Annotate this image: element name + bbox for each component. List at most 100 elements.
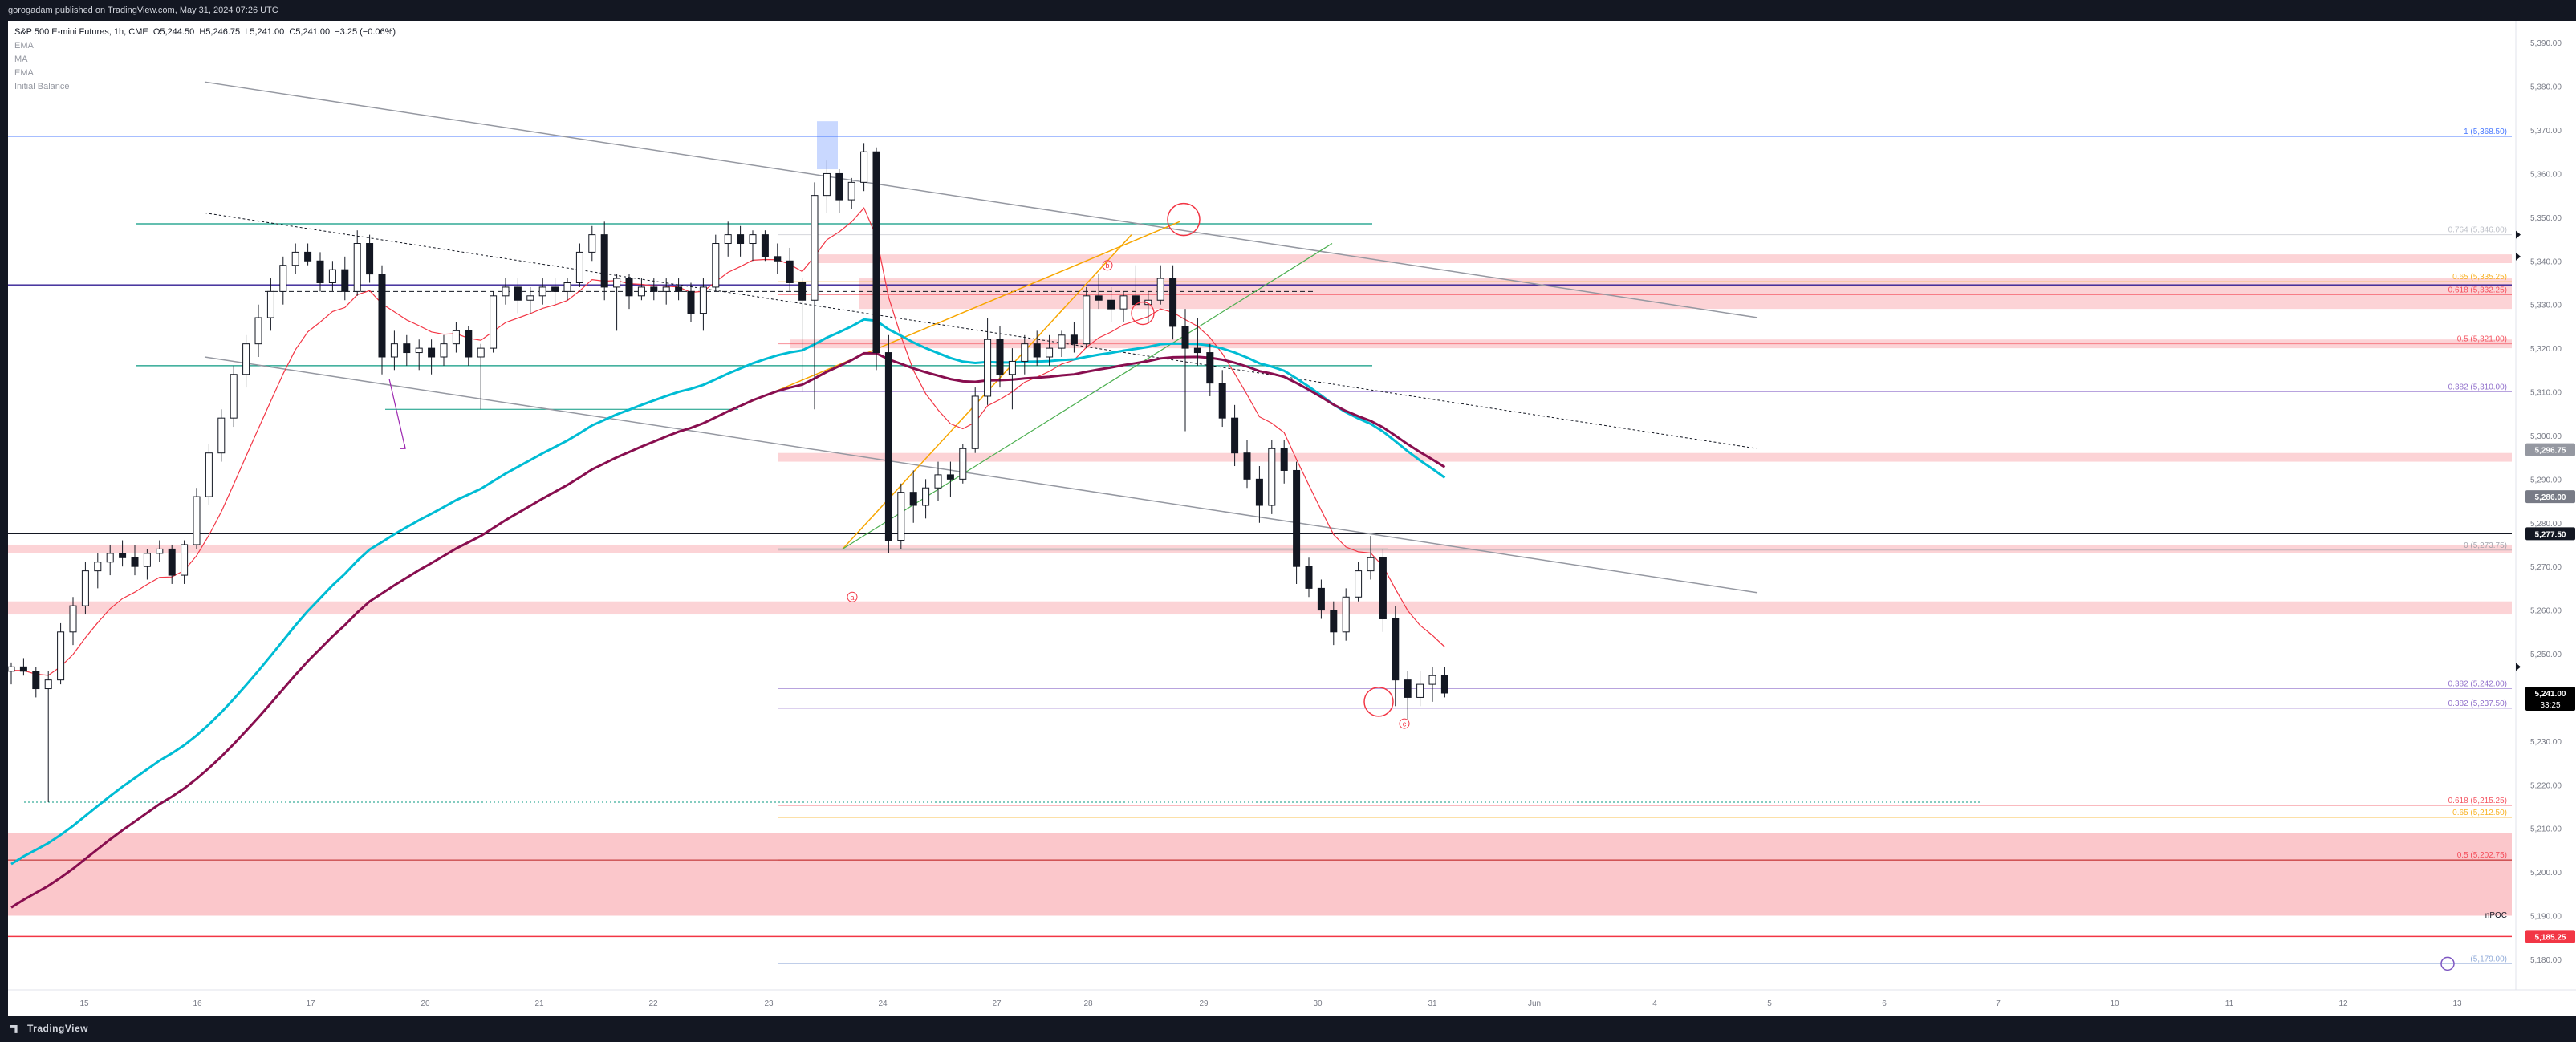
candle xyxy=(847,177,855,209)
candle xyxy=(811,182,819,410)
price-badge-bg xyxy=(2525,443,2575,456)
price-axis-tick: 5,350.00 xyxy=(2530,214,2562,223)
candle xyxy=(749,230,757,262)
price-axis-tick: 5,360.00 xyxy=(2530,170,2562,179)
candle xyxy=(872,147,880,371)
candle xyxy=(699,278,707,331)
ma-line xyxy=(10,318,1446,866)
time-axis-tick: 23 xyxy=(764,999,774,1008)
indicator-ema-1[interactable]: EMA xyxy=(14,41,34,51)
candle xyxy=(390,330,398,371)
price-badge-label: 5,241.00 xyxy=(2535,690,2566,699)
candle xyxy=(1268,440,1276,514)
indicator-initial-balance[interactable]: Initial Balance xyxy=(14,82,70,91)
candle-body xyxy=(32,671,40,690)
indicator-ma[interactable]: MA xyxy=(14,55,28,64)
candle xyxy=(1317,579,1325,619)
candle-body xyxy=(687,290,695,314)
candle-body xyxy=(378,274,386,358)
fib-level-label: 0.5 (5,202.75) xyxy=(2457,851,2507,860)
candle-body xyxy=(798,282,807,301)
brand-name: TradingView xyxy=(27,1023,88,1034)
price-badge-label: 5,185.25 xyxy=(2535,933,2566,942)
candle-body xyxy=(291,251,299,266)
time-axis-tick: 12 xyxy=(2338,999,2348,1008)
candle xyxy=(551,278,559,305)
npoc-label: nPOC xyxy=(2485,911,2507,920)
candle xyxy=(687,282,695,322)
candle xyxy=(637,278,645,301)
price-axis-tick: 5,180.00 xyxy=(2530,956,2562,965)
candle xyxy=(328,261,336,292)
tradingview-logo-icon xyxy=(10,1024,18,1033)
candle xyxy=(724,221,732,257)
open-label: O xyxy=(152,27,160,37)
fib-level-label: 0 (5,273.75) xyxy=(2464,541,2507,550)
candle xyxy=(341,256,349,301)
candle-body xyxy=(230,374,238,419)
candle xyxy=(1367,536,1375,580)
time-axis-tick: 27 xyxy=(992,999,1002,1008)
candle-body xyxy=(1293,469,1301,567)
supply-demand-zone xyxy=(859,278,2512,310)
trend-line-lower xyxy=(204,356,1758,594)
candle-body xyxy=(699,286,707,314)
candle-body xyxy=(1008,360,1016,375)
candle xyxy=(193,488,201,549)
candle-body xyxy=(860,151,868,183)
price-badge-label: 5,277.50 xyxy=(2535,530,2566,539)
candle-body xyxy=(1330,610,1338,633)
candle xyxy=(1255,466,1263,523)
fib-level-label: 0.618 (5,332.25) xyxy=(2448,286,2507,294)
candle xyxy=(440,334,448,366)
chart-area[interactable]: 1 (5,368.50) 0.764 (5,346.00) 0.65 (5,335.… xyxy=(7,21,2576,1016)
candle xyxy=(106,544,114,576)
time-axis-tick: 20 xyxy=(421,999,430,1008)
candle xyxy=(1206,343,1214,396)
low-label: L xyxy=(245,27,250,37)
candle-body xyxy=(1218,383,1226,419)
price-axis-tick: 5,310.00 xyxy=(2530,389,2562,398)
candle-body xyxy=(81,570,89,606)
time-axis-tick: 30 xyxy=(1313,999,1323,1008)
fib-level-label: 0.382 (5,237.50) xyxy=(2448,699,2507,708)
candle-body xyxy=(465,330,473,358)
candle-body xyxy=(575,251,583,283)
price-axis-tick: 5,320.00 xyxy=(2530,345,2562,354)
candle-body xyxy=(650,286,658,292)
candle xyxy=(996,326,1004,388)
price-axis-tick: 5,210.00 xyxy=(2530,825,2562,834)
symbol-title[interactable]: S&P 500 E-mini Futures, 1h, CME xyxy=(14,27,148,37)
candle xyxy=(934,461,942,501)
candle xyxy=(81,562,89,615)
candle xyxy=(588,225,596,262)
candle xyxy=(1095,274,1103,310)
time-axis-tick: 15 xyxy=(79,999,89,1008)
candle xyxy=(1342,588,1350,641)
candle xyxy=(1416,671,1424,707)
candle xyxy=(94,553,102,589)
candle xyxy=(57,622,65,685)
chart-canvas[interactable]: 1 (5,368.50) 0.764 (5,346.00) 0.65 (5,335.… xyxy=(7,21,2576,1016)
candle-body xyxy=(366,243,374,275)
candle-body xyxy=(514,286,522,301)
wave-label-circle xyxy=(1102,260,1113,271)
candle-body xyxy=(588,234,596,253)
chart-legend: S&P 500 E-mini Futures, 1h, CME O5,244.5… xyxy=(14,26,396,94)
time-axis-tick: 22 xyxy=(648,999,658,1008)
time-axis-tick: 16 xyxy=(193,999,202,1008)
candle-body xyxy=(106,553,114,563)
candle xyxy=(490,291,498,353)
candle xyxy=(403,334,411,366)
candle-body xyxy=(1193,347,1201,354)
indicator-ema-2[interactable]: EMA xyxy=(14,68,34,78)
price-badge-label: 5,286.00 xyxy=(2535,493,2566,502)
candle-body xyxy=(205,452,213,497)
candle xyxy=(1440,667,1448,698)
candle-body xyxy=(934,474,942,489)
close-label: C xyxy=(289,27,296,37)
candle-body xyxy=(1404,679,1412,698)
candle-body xyxy=(440,343,448,358)
tradingview-logo[interactable]: TradingView xyxy=(10,1023,88,1034)
price-badge-countdown: 33:25 xyxy=(2540,701,2560,710)
